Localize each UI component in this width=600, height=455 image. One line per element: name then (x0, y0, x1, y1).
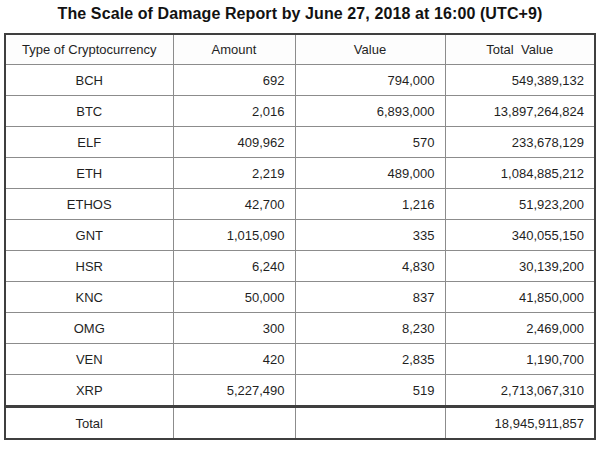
amount-cell: 300 (173, 313, 295, 344)
table-row: KNC50,00083741,850,000 (5, 282, 595, 313)
amount-cell: 5,227,490 (173, 375, 295, 407)
table-row: VEN4202,8351,190,700 (5, 344, 595, 375)
damage-report-page: The Scale of Damage Report by June 27, 2… (0, 0, 600, 455)
value-cell: 519 (295, 375, 445, 407)
total-cell: 2,469,000 (445, 313, 595, 344)
header-amount: Amount (173, 34, 295, 65)
total-cell: 41,850,000 (445, 282, 595, 313)
total-cell: 51,923,200 (445, 189, 595, 220)
amount-cell: 50,000 (173, 282, 295, 313)
table-row: GNT1,015,090335340,055,150 (5, 220, 595, 251)
total-cell: 30,139,200 (445, 251, 595, 282)
type-cell: VEN (5, 344, 173, 375)
value-cell: 570 (295, 127, 445, 158)
type-cell: ETHOS (5, 189, 173, 220)
type-cell: BCH (5, 65, 173, 96)
table-row: BTC2,0166,893,00013,897,264,824 (5, 96, 595, 127)
header-total-value: Total Value (445, 34, 595, 65)
total-cell: 13,897,264,824 (445, 96, 595, 127)
total-amount-cell (173, 407, 295, 440)
table-row: ETHOS42,7001,21651,923,200 (5, 189, 595, 220)
amount-cell: 692 (173, 65, 295, 96)
value-cell: 489,000 (295, 158, 445, 189)
total-cell: 2,713,067,310 (445, 375, 595, 407)
value-cell: 8,230 (295, 313, 445, 344)
table-row: ELF409,962570233,678,129 (5, 127, 595, 158)
amount-cell: 1,015,090 (173, 220, 295, 251)
total-cell: 233,678,129 (445, 127, 595, 158)
total-cell: 340,055,150 (445, 220, 595, 251)
total-cell: 549,389,132 (445, 65, 595, 96)
header-type-of-cryptocurrency: Type of Cryptocurrency (5, 34, 173, 65)
total-cell: 1,084,885,212 (445, 158, 595, 189)
value-cell: 2,835 (295, 344, 445, 375)
amount-cell: 409,962 (173, 127, 295, 158)
type-cell: ELF (5, 127, 173, 158)
total-value-cell (295, 407, 445, 440)
header-row: Type of Cryptocurrency Amount Value Tota… (5, 34, 595, 65)
value-cell: 335 (295, 220, 445, 251)
total-total-value-cell: 18,945,911,857 (445, 407, 595, 440)
value-cell: 6,893,000 (295, 96, 445, 127)
total-row: Total 18,945,911,857 (5, 407, 595, 440)
page-title: The Scale of Damage Report by June 27, 2… (0, 0, 600, 23)
damage-report-table: Type of Cryptocurrency Amount Value Tota… (4, 33, 596, 440)
amount-cell: 42,700 (173, 189, 295, 220)
total-cell: 1,190,700 (445, 344, 595, 375)
type-cell: OMG (5, 313, 173, 344)
header-value: Value (295, 34, 445, 65)
table-row: HSR6,2404,83030,139,200 (5, 251, 595, 282)
total-label-cell: Total (5, 407, 173, 440)
type-cell: BTC (5, 96, 173, 127)
value-cell: 1,216 (295, 189, 445, 220)
amount-cell: 6,240 (173, 251, 295, 282)
table-row: XRP5,227,4905192,713,067,310 (5, 375, 595, 407)
type-cell: GNT (5, 220, 173, 251)
value-cell: 4,830 (295, 251, 445, 282)
type-cell: HSR (5, 251, 173, 282)
table-row: ETH2,219489,0001,084,885,212 (5, 158, 595, 189)
table-row: BCH692794,000549,389,132 (5, 65, 595, 96)
type-cell: ETH (5, 158, 173, 189)
type-cell: XRP (5, 375, 173, 407)
amount-cell: 2,219 (173, 158, 295, 189)
table-row: OMG3008,2302,469,000 (5, 313, 595, 344)
amount-cell: 420 (173, 344, 295, 375)
value-cell: 794,000 (295, 65, 445, 96)
value-cell: 837 (295, 282, 445, 313)
type-cell: KNC (5, 282, 173, 313)
amount-cell: 2,016 (173, 96, 295, 127)
